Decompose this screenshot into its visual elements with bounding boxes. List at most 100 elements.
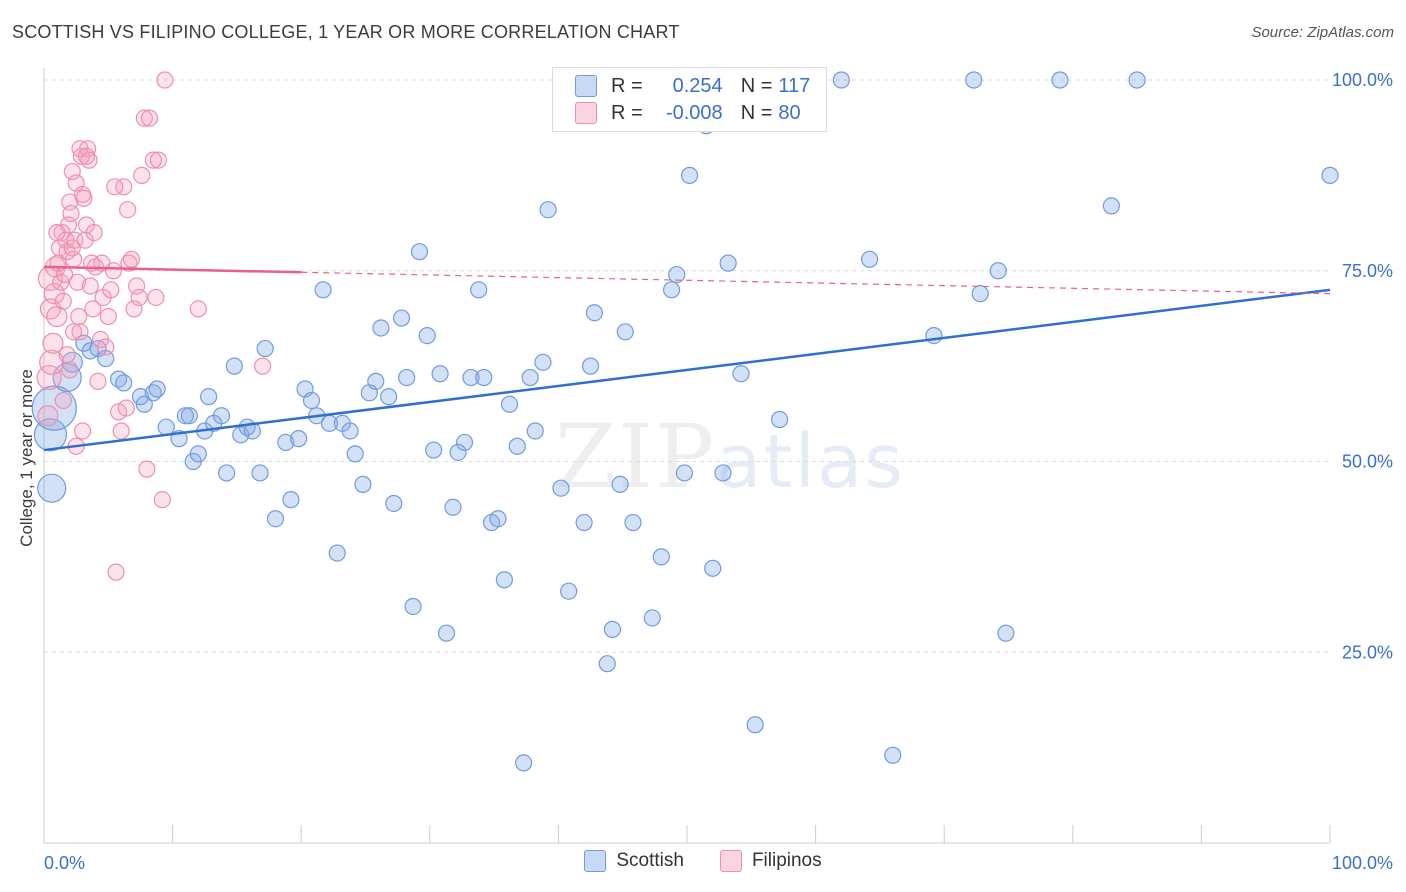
x-tick-label: 0.0% xyxy=(44,853,85,873)
watermark-zip: ZIP xyxy=(555,405,717,508)
point-scottish xyxy=(404,597,422,616)
point-scottish xyxy=(746,716,764,734)
point-scottish xyxy=(652,548,670,566)
point-scottish xyxy=(500,395,519,413)
point-filipino xyxy=(144,151,162,169)
trend-line-scottish xyxy=(43,288,1331,452)
point-scottish xyxy=(444,498,462,516)
series-legend-scottish[interactable]: Scottish xyxy=(584,850,684,872)
point-scottish xyxy=(392,309,411,327)
point-scottish xyxy=(624,513,642,532)
point-scottish xyxy=(251,464,269,482)
point-filipino xyxy=(75,189,93,207)
source-label: Source: ZipAtlas.com xyxy=(1251,24,1394,41)
point-filipino xyxy=(112,422,130,440)
point-filipino xyxy=(37,405,59,427)
point-scottish xyxy=(526,422,544,440)
point-filipino xyxy=(102,281,120,299)
point-scottish xyxy=(367,372,385,390)
series-swatch-scottish xyxy=(584,850,607,872)
point-scottish xyxy=(714,464,732,482)
point-scottish xyxy=(437,624,456,642)
point-scottish xyxy=(346,445,364,463)
point-scottish xyxy=(398,368,416,387)
point-filipino xyxy=(84,300,102,318)
point-scottish xyxy=(290,430,308,448)
point-filipino xyxy=(254,357,272,375)
y-axis-title: College, 1 year or more xyxy=(17,369,36,547)
legend-r-value: 0.254 xyxy=(672,74,723,97)
point-scottish xyxy=(277,433,295,452)
point-scottish xyxy=(341,422,359,440)
point-scottish xyxy=(884,746,902,764)
point-scottish xyxy=(989,262,1007,280)
point-filipino xyxy=(48,224,66,242)
point-filipino xyxy=(89,372,107,390)
chart-title: SCOTTISH VS FILIPINO COLLEGE, 1 YEAR OR … xyxy=(12,22,680,42)
point-scottish xyxy=(266,510,285,528)
point-scottish xyxy=(704,559,722,577)
point-filipino xyxy=(61,361,79,379)
y-tick-label: 50.0% xyxy=(1342,452,1393,472)
point-scottish xyxy=(314,281,332,299)
y-tick-label: 25.0% xyxy=(1342,642,1393,662)
point-scottish xyxy=(598,655,616,673)
point-scottish xyxy=(354,475,372,493)
point-scottish xyxy=(410,243,429,261)
point-scottish xyxy=(157,418,175,436)
legend-r-value: -0.008 xyxy=(665,101,723,124)
point-filipino xyxy=(42,332,64,354)
x-tick-label: 100.0% xyxy=(1332,853,1393,873)
point-filipino xyxy=(109,403,128,421)
point-filipino xyxy=(118,201,137,219)
point-scottish xyxy=(997,624,1015,642)
y-tick-label: 75.0% xyxy=(1342,261,1393,281)
point-scottish xyxy=(475,368,493,387)
legend-n-label: N = xyxy=(740,101,773,124)
point-scottish xyxy=(135,395,153,413)
stats-legend: R = 0.254 N = 117 R = -0.008 N = 80 xyxy=(552,67,827,132)
point-filipino xyxy=(77,147,96,165)
legend-r-label: R = xyxy=(611,101,643,124)
point-scottish xyxy=(218,464,236,482)
point-filipino xyxy=(133,166,151,184)
point-filipino xyxy=(149,151,168,169)
series-legend-filipinos[interactable]: Filipinos xyxy=(719,850,822,872)
point-filipino xyxy=(71,323,89,341)
point-filipino xyxy=(62,204,80,223)
point-scottish xyxy=(225,357,243,375)
point-scottish xyxy=(449,443,467,461)
point-scottish xyxy=(372,319,390,337)
point-filipino xyxy=(107,563,125,581)
point-filipino xyxy=(81,277,99,295)
point-scottish xyxy=(643,609,661,627)
point-filipino xyxy=(64,323,83,341)
point-scottish xyxy=(1128,71,1146,89)
point-scottish xyxy=(380,388,398,406)
point-filipino xyxy=(106,178,124,196)
legend-swatch-filipino xyxy=(575,102,597,124)
point-scottish xyxy=(662,281,681,299)
point-scottish xyxy=(455,433,474,452)
point-scottish xyxy=(539,201,557,219)
point-scottish xyxy=(489,510,507,528)
point-filipino xyxy=(117,399,135,417)
point-scottish xyxy=(575,513,593,532)
point-scottish xyxy=(37,473,67,503)
point-scottish xyxy=(176,407,195,425)
series-name-filipinos: Filipinos xyxy=(751,850,822,871)
point-scottish xyxy=(328,544,346,562)
point-scottish xyxy=(515,754,533,772)
point-scottish xyxy=(534,353,552,371)
point-scottish xyxy=(719,254,737,272)
point-scottish xyxy=(431,365,449,383)
point-scottish xyxy=(971,285,989,303)
point-scottish xyxy=(418,327,436,345)
legend-swatch-scottish xyxy=(575,75,597,97)
point-scottish xyxy=(675,464,694,482)
series-name-scottish: Scottish xyxy=(616,850,684,871)
point-filipino xyxy=(147,288,165,307)
point-scottish xyxy=(462,368,480,387)
point-scottish xyxy=(200,388,218,406)
point-scottish xyxy=(925,327,943,345)
